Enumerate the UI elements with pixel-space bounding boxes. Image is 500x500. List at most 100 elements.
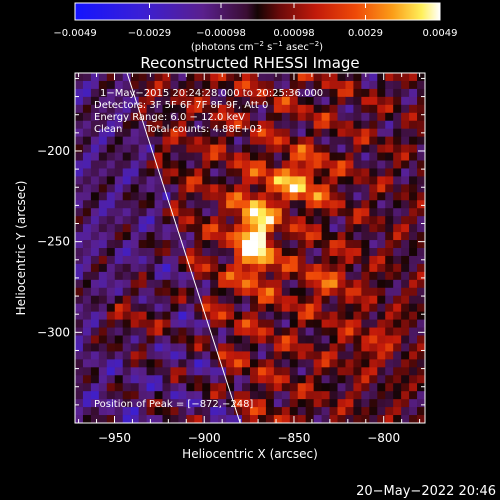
- heatmap-cell: [186, 73, 195, 82]
- heatmap-cell: [313, 375, 322, 384]
- heatmap-cell: [377, 351, 386, 360]
- heatmap-cell: [210, 192, 219, 201]
- heatmap-cell: [369, 152, 378, 161]
- heatmap-cell: [409, 319, 418, 328]
- heatmap-cell: [218, 255, 227, 265]
- heatmap-cell: [202, 96, 211, 106]
- heatmap-cell: [122, 120, 132, 130]
- heatmap-cell: [162, 327, 171, 336]
- heatmap-cell: [138, 367, 147, 376]
- heatmap-cell: [321, 192, 330, 201]
- heatmap-cell: [186, 160, 195, 169]
- heatmap-cell: [321, 200, 330, 209]
- heatmap-cell: [289, 112, 299, 122]
- heatmap-cell: [417, 80, 425, 90]
- heatmap-cell: [202, 152, 211, 161]
- heatmap-cell: [98, 383, 108, 392]
- heatmap-cell: [138, 216, 147, 225]
- heatmap-cell: [297, 407, 307, 416]
- heatmap-cell: [329, 335, 338, 344]
- heatmap-cell: [202, 343, 211, 352]
- heatmap-cell: [234, 200, 243, 209]
- heatmap-cell: [273, 311, 283, 320]
- heatmap-cell: [281, 168, 291, 177]
- heatmap-cell: [194, 240, 203, 249]
- heatmap-cell: [106, 88, 116, 98]
- heatmap-cell: [186, 303, 195, 313]
- heatmap-cell: [250, 224, 259, 233]
- heatmap-cell: [90, 96, 100, 106]
- heatmap-cell: [226, 271, 235, 281]
- heatmap-cell: [273, 367, 283, 376]
- heatmap-cell: [250, 359, 259, 368]
- heatmap-cell: [393, 255, 402, 265]
- heatmap-cell: [337, 152, 346, 161]
- heatmap-cell: [281, 359, 291, 368]
- heatmap-cell: [297, 399, 307, 408]
- heatmap-cell: [337, 319, 346, 328]
- heatmap-cell: [234, 303, 243, 313]
- heatmap-cell: [170, 192, 179, 201]
- heatmap-cell: [417, 96, 425, 106]
- heatmap-cell: [361, 287, 370, 297]
- heatmap-cell: [250, 208, 259, 217]
- heatmap-cell: [162, 168, 171, 177]
- heatmap-cell: [361, 311, 370, 320]
- heatmap-cell: [170, 359, 179, 368]
- heatmap-cell: [210, 351, 219, 360]
- heatmap-cell: [210, 287, 219, 297]
- heatmap-cell: [170, 271, 179, 281]
- heatmap-cell: [353, 144, 362, 153]
- heatmap-cell: [98, 240, 108, 249]
- heatmap-cell: [401, 224, 410, 233]
- heatmap-cell: [361, 96, 370, 106]
- heatmap-cell: [385, 407, 394, 416]
- heatmap-cell: [281, 248, 291, 257]
- heatmap-cell: [202, 73, 211, 82]
- heatmap-cell: [345, 399, 354, 408]
- heatmap-cell: [289, 271, 299, 281]
- heatmap-cell: [106, 168, 116, 177]
- heatmap-cell: [234, 104, 243, 114]
- heatmap-cell: [369, 415, 378, 423]
- heatmap-cell: [75, 295, 84, 305]
- heatmap-cell: [273, 208, 283, 217]
- heatmap-cell: [122, 335, 132, 344]
- heatmap-cell: [401, 303, 410, 313]
- heatmap-cell: [345, 88, 354, 98]
- heatmap-cell: [106, 335, 116, 344]
- annotation-time-range: 1−May−2015 20:24:28.000 to 20:25:36.000: [100, 88, 323, 99]
- heatmap-cell: [250, 200, 259, 209]
- heatmap-cell: [313, 88, 322, 98]
- heatmap-cell: [337, 263, 346, 273]
- heatmap-cell: [98, 407, 108, 416]
- heatmap-cell: [202, 391, 211, 400]
- heatmap-cell: [90, 279, 100, 289]
- heatmap-cell: [273, 80, 283, 90]
- heatmap-cell: [289, 383, 299, 392]
- heatmap-cell: [297, 335, 307, 344]
- heatmap-cell: [377, 359, 386, 368]
- heatmap-cell: [114, 335, 124, 344]
- heatmap-cell: [289, 144, 299, 153]
- heatmap-cell: [98, 168, 108, 177]
- heatmap-cell: [82, 263, 92, 273]
- heatmap-cell: [417, 176, 425, 185]
- heatmap-cell: [138, 80, 147, 90]
- heatmap-cell: [337, 399, 346, 408]
- heatmap-cell: [130, 128, 140, 138]
- heatmap-cell: [114, 271, 124, 281]
- heatmap-cell: [146, 271, 155, 281]
- heatmap-cell: [377, 367, 386, 376]
- heatmap-cell: [98, 88, 108, 98]
- heatmap-cell: [321, 88, 330, 98]
- heatmap-cell: [257, 279, 267, 289]
- heatmap-cell: [186, 271, 195, 281]
- heatmap-cell: [75, 375, 84, 384]
- heatmap-cell: [130, 96, 140, 106]
- heatmap-cell: [138, 73, 147, 82]
- heatmap-cell: [377, 327, 386, 336]
- heatmap-cell: [409, 407, 418, 416]
- heatmap-cell: [202, 311, 211, 320]
- heatmap-cell: [313, 383, 322, 392]
